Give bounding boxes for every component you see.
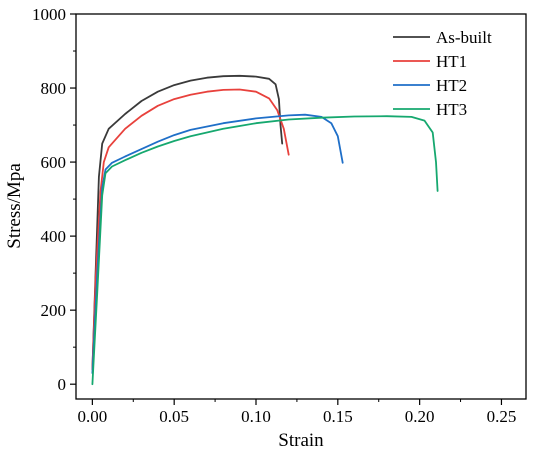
x-tick-label: 0.25: [487, 407, 517, 426]
x-tick-label: 0.20: [405, 407, 435, 426]
y-tick-label: 1000: [32, 5, 66, 24]
plot-frame: [75, 13, 527, 400]
y-tick-label: 800: [41, 79, 67, 98]
legend-label-ht1: HT1: [436, 52, 467, 71]
y-tick-label: 0: [58, 375, 67, 394]
legend-label-ht3: HT3: [436, 100, 467, 119]
y-axis: 0 200 400 600 800 1000: [32, 5, 76, 394]
plot-lines: [91, 74, 439, 386]
legend-label-as-built: As-built: [436, 28, 492, 47]
x-axis: 0.00 0.05 0.10 0.15 0.20 0.25: [77, 399, 516, 426]
x-tick-label: 0.05: [159, 407, 189, 426]
y-tick-label: 600: [41, 153, 67, 172]
y-tick-label: 400: [41, 227, 67, 246]
series-line-ht1: [91, 88, 290, 371]
legend: As-built HT1 HT2 HT3: [393, 28, 492, 119]
y-axis-title: Stress/Mpa: [4, 163, 25, 249]
x-tick-label: 0.00: [77, 407, 107, 426]
x-axis-title: Strain: [278, 430, 324, 451]
series-line-as-built: [91, 74, 284, 371]
series-line-ht3: [91, 115, 439, 386]
series-line-ht2: [91, 113, 344, 374]
y-tick-label: 200: [41, 301, 67, 320]
x-tick-label: 0.15: [323, 407, 353, 426]
x-tick-label: 0.10: [241, 407, 271, 426]
legend-label-ht2: HT2: [436, 76, 467, 95]
